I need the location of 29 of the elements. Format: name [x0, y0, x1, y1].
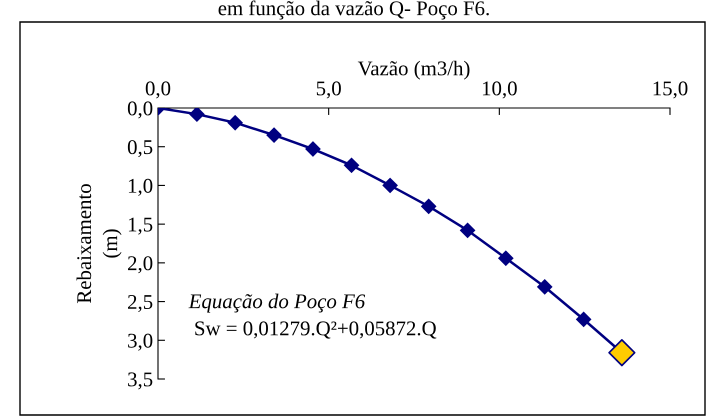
- point: [189, 108, 204, 122]
- point: [228, 115, 243, 130]
- y-tick-label: 2,5: [128, 295, 152, 312]
- y-tick-label: 2,0: [128, 256, 152, 274]
- y-tick-label: 0,5: [128, 140, 152, 158]
- y-tick-label: 1,5: [128, 218, 152, 235]
- point: [576, 312, 592, 327]
- point: [266, 128, 282, 143]
- y-tick-label: 1,0: [128, 178, 152, 196]
- point: [344, 158, 360, 173]
- x-tick-label: 0,0: [146, 81, 170, 98]
- annotation: Sw = 0,01279.Q²+0,05872.Q: [195, 321, 436, 339]
- x-tick-label: 5,0: [316, 81, 341, 98]
- point: [382, 178, 398, 193]
- annotation: Equação do Poço F6: [188, 294, 366, 313]
- chart-title: em função da vazão Q- Poço F6.: [218, 0, 489, 20]
- y-axis-title: Rebaixamento (m): [76, 184, 122, 304]
- point: [537, 279, 552, 294]
- x-tick-label: 15,0: [654, 81, 688, 98]
- y-tick-label: 0,0: [128, 101, 152, 118]
- x-tick-label: 10,0: [482, 81, 517, 98]
- point: [421, 198, 436, 214]
- point: [608, 339, 636, 366]
- y-tick-label: 3,0: [128, 334, 152, 351]
- x-axis-title: Vazão (m3/h): [358, 60, 470, 80]
- point: [498, 250, 514, 266]
- point: [305, 141, 321, 157]
- point: [460, 222, 476, 238]
- y-tick-label: 3,5: [128, 372, 152, 390]
